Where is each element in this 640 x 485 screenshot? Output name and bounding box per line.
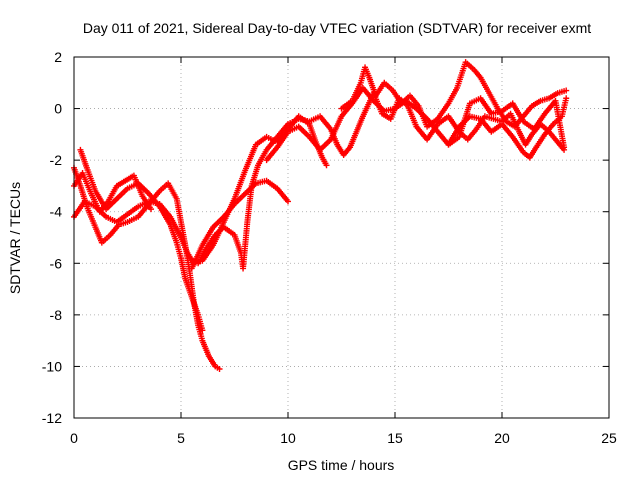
data-point [563, 95, 570, 102]
x-tick-label: 10 [280, 430, 296, 446]
y-axis-label: SDTVAR / TECUs [7, 182, 23, 294]
axis-ticks: 0 5 10 15 20 25 -12 -10 -8 -6 -4 -2 0 2 [42, 49, 617, 446]
chart-title: Day 011 of 2021, Sidereal Day-to-day VTE… [83, 20, 591, 36]
data-point [285, 198, 291, 205]
data-point [561, 144, 568, 151]
y-tick-label: -2 [50, 152, 63, 168]
x-axis-label: GPS time / hours [288, 457, 395, 473]
data-point [216, 366, 223, 373]
series-track-c [71, 113, 330, 267]
y-tick-label: -6 [50, 255, 63, 271]
data-point [199, 327, 206, 334]
y-tick-label: -8 [50, 307, 63, 323]
data-point [148, 206, 155, 213]
y-tick-label: 2 [54, 49, 62, 65]
y-tick-label: 0 [54, 101, 62, 117]
data-point [323, 162, 330, 169]
series-track-g [263, 84, 570, 164]
y-tick-label: -4 [50, 204, 63, 220]
series-track-b [77, 146, 206, 334]
series-track-f [338, 59, 570, 130]
x-tick-label: 25 [601, 430, 617, 446]
series-track-h [445, 95, 568, 151]
data-series [71, 59, 570, 373]
plot-frame [73, 56, 610, 419]
x-tick-label: 15 [387, 430, 403, 446]
y-tick-label: -10 [42, 358, 62, 374]
x-tick-label: 20 [494, 430, 510, 446]
y-tick-label: -12 [42, 410, 62, 426]
data-point [563, 87, 570, 94]
x-tick-label: 0 [70, 430, 78, 446]
x-tick-label: 5 [177, 430, 185, 446]
series-track-e [195, 90, 568, 272]
series-track-i [71, 170, 155, 215]
